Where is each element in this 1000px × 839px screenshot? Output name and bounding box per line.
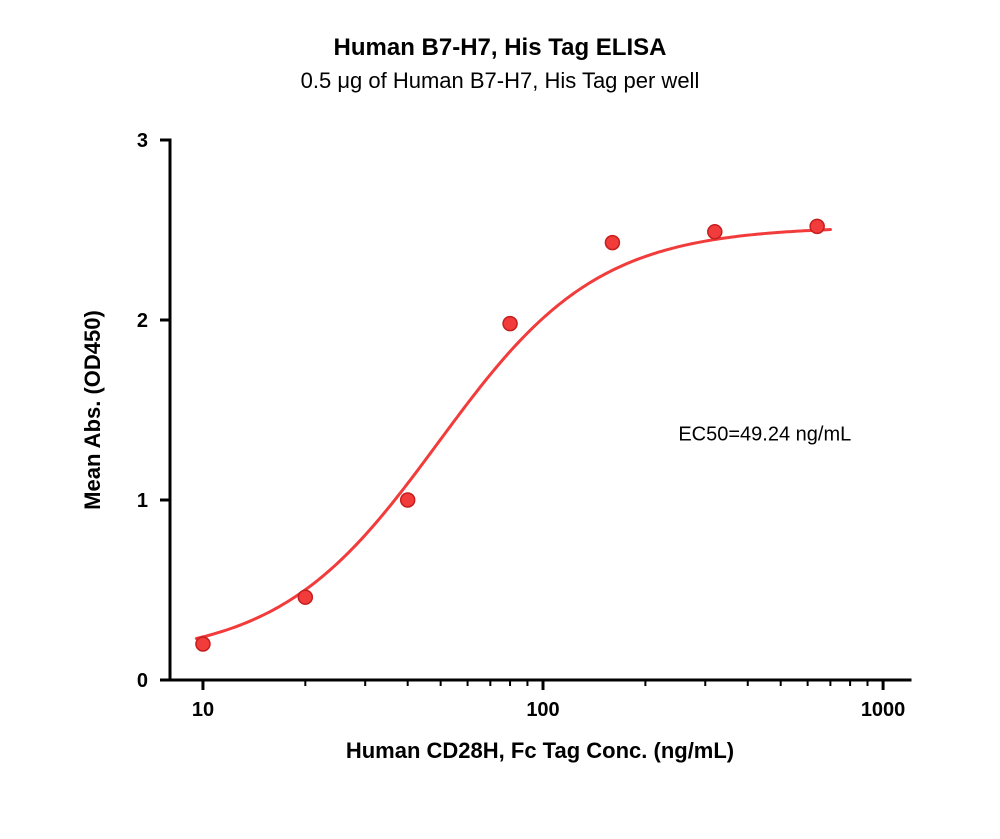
- data-point: [401, 493, 415, 507]
- x-tick-label: 1000: [861, 699, 906, 721]
- data-point: [810, 219, 824, 233]
- chart-title-sub: 0.5 μg of Human B7-H7, His Tag per well: [301, 68, 700, 93]
- data-point: [503, 317, 517, 331]
- elisa-chart: Human B7-H7, His Tag ELISA 0.5 μg of Huma…: [0, 0, 1000, 839]
- chart-title-main: Human B7-H7, His Tag ELISA: [334, 34, 667, 61]
- x-tick-label: 10: [192, 699, 214, 721]
- y-axis-label: Mean Abs. (OD450): [80, 310, 105, 510]
- x-axis-label: Human CD28H, Fc Tag Conc. (ng/mL): [346, 738, 734, 763]
- chart-container: { "chart": { "type": "scatter-line", "ti…: [0, 0, 1000, 839]
- x-tick-label: 100: [526, 699, 559, 721]
- y-tick-label: 2: [137, 310, 148, 332]
- y-tick-label: 0: [137, 670, 148, 692]
- y-tick-label: 1: [137, 490, 148, 512]
- data-point: [196, 637, 210, 651]
- data-point: [708, 225, 722, 239]
- axis-frame: [170, 140, 910, 680]
- data-point: [298, 590, 312, 604]
- data-point: [605, 236, 619, 250]
- y-tick-label: 3: [137, 130, 148, 152]
- ec50-annotation: EC50=49.24 ng/mL: [678, 424, 851, 446]
